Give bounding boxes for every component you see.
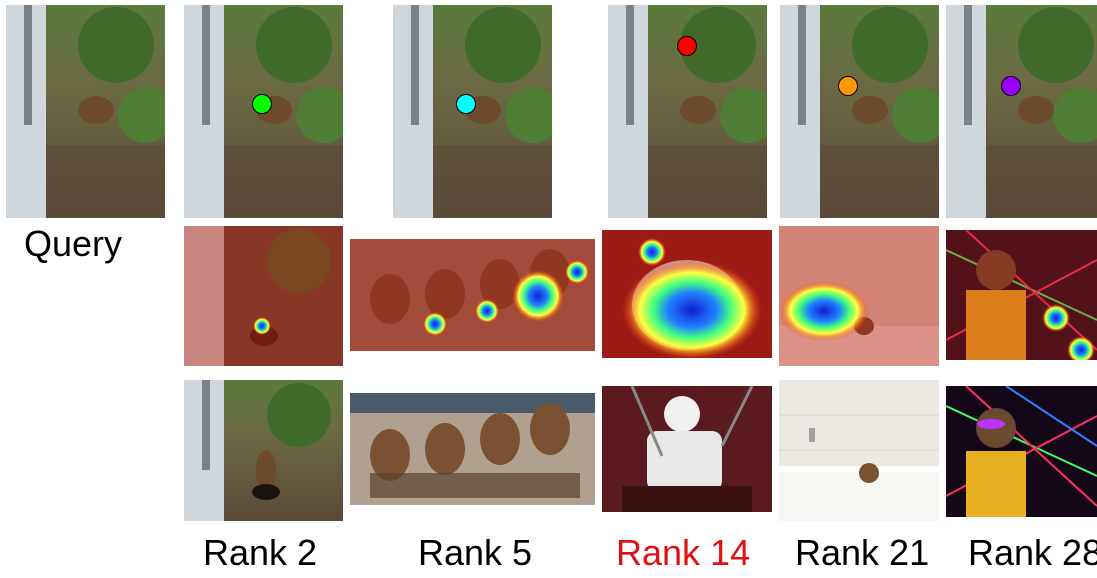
rank-label: Rank 5 bbox=[418, 532, 533, 573]
rank-label: Rank 21 bbox=[795, 532, 930, 573]
rank-28-query-image bbox=[946, 5, 1097, 218]
rank-5-retrieved-image bbox=[350, 393, 595, 505]
rank-21-retrieved-image bbox=[779, 380, 939, 521]
orange-point-marker bbox=[838, 76, 858, 96]
rank-2-retrieved-image bbox=[184, 380, 343, 521]
rank-label-highlighted: Rank 14 bbox=[616, 532, 751, 573]
rank-21-query-image bbox=[780, 5, 939, 218]
cyan-point-marker bbox=[456, 94, 476, 114]
rank-21-heatmap bbox=[779, 226, 939, 366]
rank-14-retrieved-image bbox=[602, 386, 772, 512]
red-point-marker bbox=[677, 36, 697, 56]
purple-point-marker bbox=[1001, 76, 1021, 96]
rank-5-heatmap bbox=[350, 239, 595, 351]
rank-label: Rank 28 bbox=[968, 535, 1097, 571]
rank-28-retrieved-image bbox=[946, 386, 1097, 517]
green-point-marker bbox=[252, 94, 272, 114]
rank-28-heatmap bbox=[946, 230, 1097, 360]
rank-label: Rank 2 bbox=[203, 532, 318, 573]
rank-14-query-image bbox=[608, 5, 767, 218]
rank-2-heatmap bbox=[184, 226, 343, 366]
query-label: Query bbox=[24, 223, 123, 264]
query-image bbox=[6, 5, 165, 218]
rank-2-query-image bbox=[184, 5, 343, 218]
rank-5-query-image bbox=[393, 5, 552, 218]
rank-14-heatmap bbox=[602, 230, 772, 358]
